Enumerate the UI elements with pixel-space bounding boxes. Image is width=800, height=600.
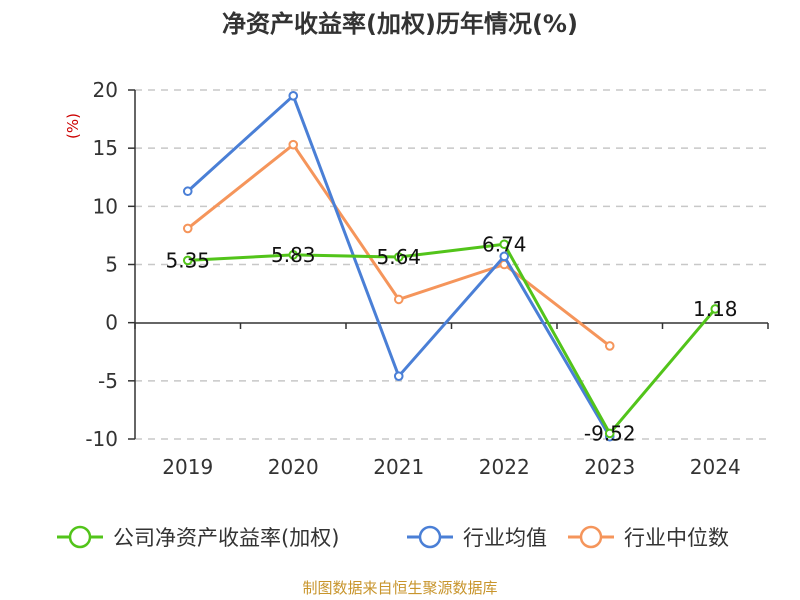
- source-note: 制图数据来自恒生聚源数据库: [302, 579, 497, 597]
- y-tick-label: 15: [93, 136, 118, 160]
- data-point[interactable]: [393, 294, 404, 305]
- series-2: [182, 139, 615, 351]
- data-point[interactable]: [288, 139, 299, 150]
- data-point[interactable]: [288, 91, 299, 101]
- data-point[interactable]: [182, 223, 193, 234]
- legend-label: 行业均值: [463, 526, 547, 550]
- data-point[interactable]: [604, 341, 615, 351]
- x-tick-label: 2024: [690, 455, 741, 479]
- data-point[interactable]: [393, 371, 404, 381]
- data-point[interactable]: [182, 255, 193, 266]
- x-tick-label: 2022: [479, 455, 530, 479]
- legend-marker: [68, 525, 92, 549]
- data-label: -9.52: [584, 421, 636, 445]
- data-point[interactable]: [710, 304, 721, 314]
- legend-item-0[interactable]: 公司净资产收益率(加权): [57, 525, 339, 550]
- y-tick-label: 20: [93, 78, 118, 102]
- data-label: 5.83: [271, 243, 316, 267]
- data-point[interactable]: [499, 251, 510, 262]
- series-line: [187, 242, 717, 435]
- data-label: 5.64: [376, 245, 421, 269]
- legend[interactable]: 公司净资产收益率(加权) 行业均值 行业中位数: [57, 525, 729, 550]
- series-0: [182, 239, 721, 439]
- legend-marker: [418, 525, 442, 549]
- y-tick-label: -5: [98, 369, 118, 393]
- series-1: [182, 91, 615, 442]
- data-label: 1.18: [693, 297, 738, 321]
- y-tick-label: -10: [85, 427, 118, 451]
- legend-label: 行业中位数: [624, 526, 729, 550]
- x-tick-label: 2023: [584, 455, 635, 479]
- legend-label: 公司净资产收益率(加权): [113, 526, 339, 550]
- data-label: 5.35: [165, 248, 210, 272]
- x-tick-label: 2019: [162, 455, 213, 479]
- data-point[interactable]: [604, 428, 615, 439]
- series-layer: [182, 91, 721, 442]
- data-point[interactable]: [182, 186, 193, 197]
- data-label: 6.74: [482, 232, 527, 256]
- x-tick-label: 2020: [268, 455, 319, 479]
- y-tick-label: 0: [105, 311, 118, 335]
- legend-item-2[interactable]: 行业中位数: [568, 525, 729, 550]
- y-tick-label: 5: [105, 253, 118, 277]
- data-point[interactable]: [393, 252, 404, 262]
- data-point[interactable]: [288, 250, 299, 260]
- grid-lines: [135, 89, 768, 440]
- y-tick-label: 10: [93, 194, 118, 218]
- chart-title: 净资产收益率(加权)历年情况(%): [222, 10, 578, 38]
- y-axis-unit: (%): [64, 113, 82, 139]
- axes: 20 15 10 5 0 -5 -10 2019 2020 2021 2022 2023 2024: [85, 78, 769, 479]
- data-point[interactable]: [499, 239, 510, 250]
- data-labels: 5.35 5.83 5.64 6.74 -9.52 1.18: [165, 232, 737, 445]
- x-tick-label: 2021: [373, 455, 424, 479]
- legend-marker: [579, 525, 603, 549]
- legend-item-1[interactable]: 行业均值: [407, 525, 547, 550]
